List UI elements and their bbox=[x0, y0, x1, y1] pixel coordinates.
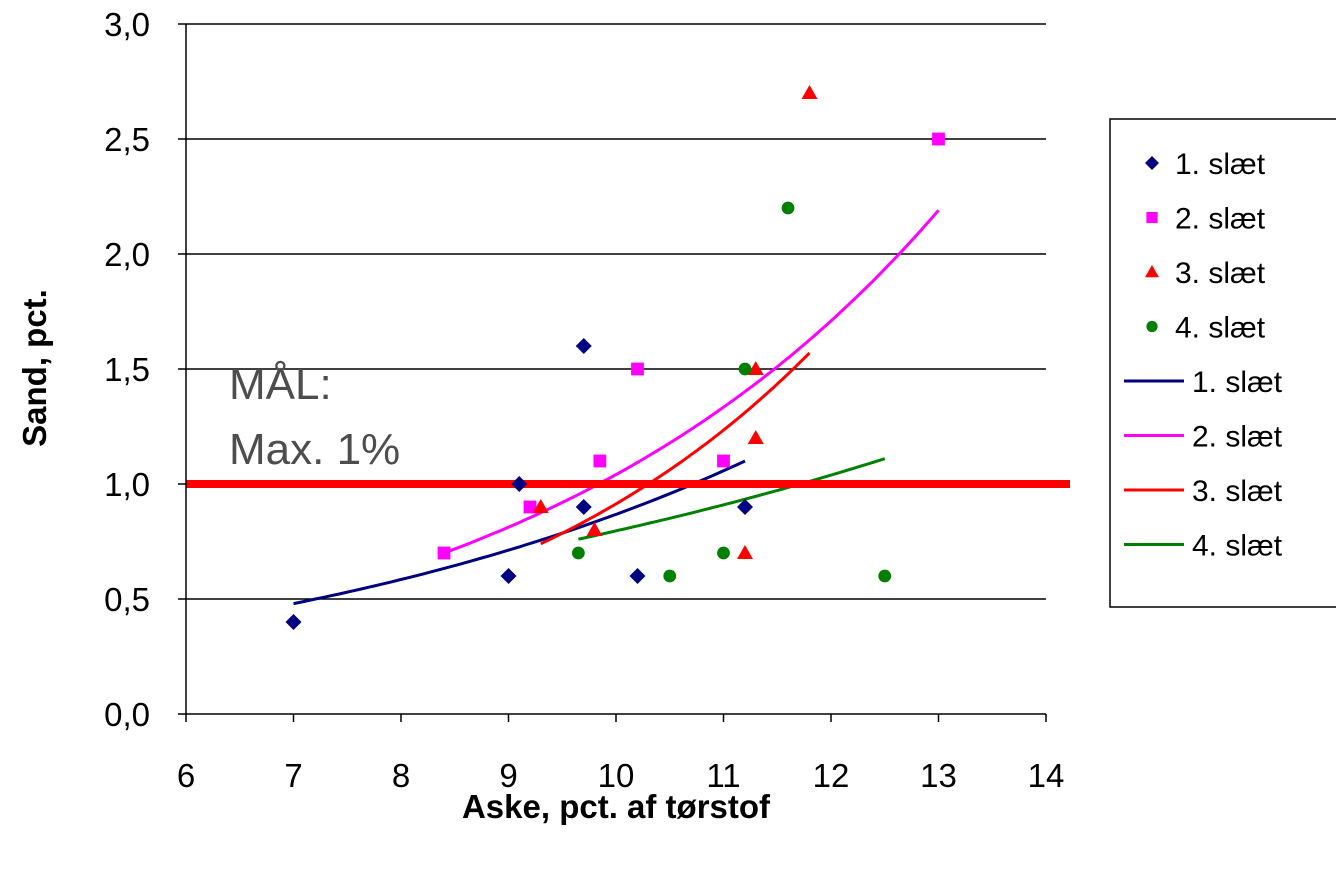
legend-label-3: 3. slæt bbox=[1175, 257, 1266, 290]
x-tick-label: 11 bbox=[706, 757, 740, 794]
point-series-3 bbox=[747, 430, 764, 444]
point-series-4 bbox=[781, 201, 795, 215]
point-series-2 bbox=[593, 454, 607, 468]
point-series-2 bbox=[437, 546, 451, 560]
point-series-2 bbox=[523, 500, 537, 514]
legend-marker-1 bbox=[1145, 156, 1159, 170]
y-tick-label: 3,0 bbox=[104, 6, 150, 43]
point-series-4 bbox=[878, 569, 892, 583]
point-series-2 bbox=[717, 454, 730, 468]
legend-trend-label-4: 4. slæt bbox=[1192, 530, 1283, 563]
point-series-3 bbox=[586, 522, 603, 536]
trendline-4 bbox=[578, 457, 886, 541]
point-series-3 bbox=[747, 361, 764, 375]
x-tick-label: 9 bbox=[499, 757, 517, 794]
annotation-line-2: Max. 1% bbox=[229, 425, 400, 474]
point-series-2 bbox=[631, 362, 644, 376]
point-series-4 bbox=[738, 362, 752, 376]
y-tick-label: 1,5 bbox=[104, 351, 150, 388]
legend-label-2: 2. slæt bbox=[1175, 203, 1266, 236]
point-series-4 bbox=[663, 569, 677, 583]
x-tick-label: 13 bbox=[920, 757, 957, 794]
legend-marker-3 bbox=[1145, 265, 1159, 278]
point-series-1 bbox=[737, 499, 753, 515]
x-tick-label: 6 bbox=[177, 757, 195, 794]
tick-labels: 0,0 0,5 1,0 1,5 2,0 2,5 3,0 6 7 8 9 10 11 12 13 14 bbox=[104, 6, 1064, 794]
trendline-2 bbox=[443, 209, 940, 555]
point-series-3 bbox=[737, 545, 753, 559]
trendline-1 bbox=[293, 459, 746, 606]
y-tick-label: 0,5 bbox=[104, 581, 150, 618]
gridlines bbox=[186, 23, 1046, 600]
point-series-2 bbox=[932, 132, 945, 146]
trendlines bbox=[293, 209, 940, 606]
legend-box bbox=[1109, 118, 1336, 608]
legend-trend-label-1: 1. slæt bbox=[1192, 366, 1283, 399]
y-tick-label: 2,0 bbox=[104, 236, 150, 273]
x-tick-label: 14 bbox=[1028, 757, 1065, 794]
x-tick-label: 12 bbox=[813, 757, 850, 794]
point-series-3 bbox=[532, 499, 549, 513]
target-annotation: MÅL: Max. 1% bbox=[229, 360, 400, 474]
x-tick-label: 10 bbox=[598, 757, 635, 794]
y-axis-title: Sand, pct. bbox=[16, 289, 53, 447]
point-series-1 bbox=[500, 568, 517, 584]
legend-trend-label-2: 2. slæt bbox=[1192, 421, 1283, 454]
point-series-4 bbox=[717, 546, 730, 560]
annotation-line-1: MÅL: bbox=[229, 360, 332, 409]
point-series-1 bbox=[575, 338, 592, 354]
y-tick-label: 0,0 bbox=[104, 696, 150, 733]
point-series-4 bbox=[571, 546, 585, 560]
y-tick-label: 2,5 bbox=[104, 121, 150, 158]
legend: 1. slæt 2. slæt 3. slæt 4. slæt 1. slæt 2. sl… bbox=[1109, 118, 1336, 608]
trendline-3 bbox=[540, 351, 811, 546]
x-tick-label: 8 bbox=[392, 757, 410, 794]
point-series-3 bbox=[801, 85, 818, 99]
legend-label-1: 1. slæt bbox=[1175, 148, 1266, 181]
x-axis-title: Aske, pct. af tørstof bbox=[462, 788, 771, 825]
x-tick-label: 7 bbox=[284, 757, 302, 794]
legend-trend-label-3: 3. slæt bbox=[1192, 475, 1283, 508]
y-tick-label: 1,0 bbox=[104, 466, 150, 503]
axes bbox=[178, 23, 1047, 722]
point-series-1 bbox=[575, 499, 592, 515]
point-series-1 bbox=[285, 614, 302, 630]
data-points bbox=[285, 85, 945, 630]
legend-marker-2 bbox=[1146, 211, 1158, 224]
point-series-1 bbox=[629, 568, 646, 584]
point-series-1 bbox=[511, 476, 528, 492]
legend-marker-4 bbox=[1146, 320, 1158, 333]
legend-label-4: 4. slæt bbox=[1175, 312, 1266, 345]
